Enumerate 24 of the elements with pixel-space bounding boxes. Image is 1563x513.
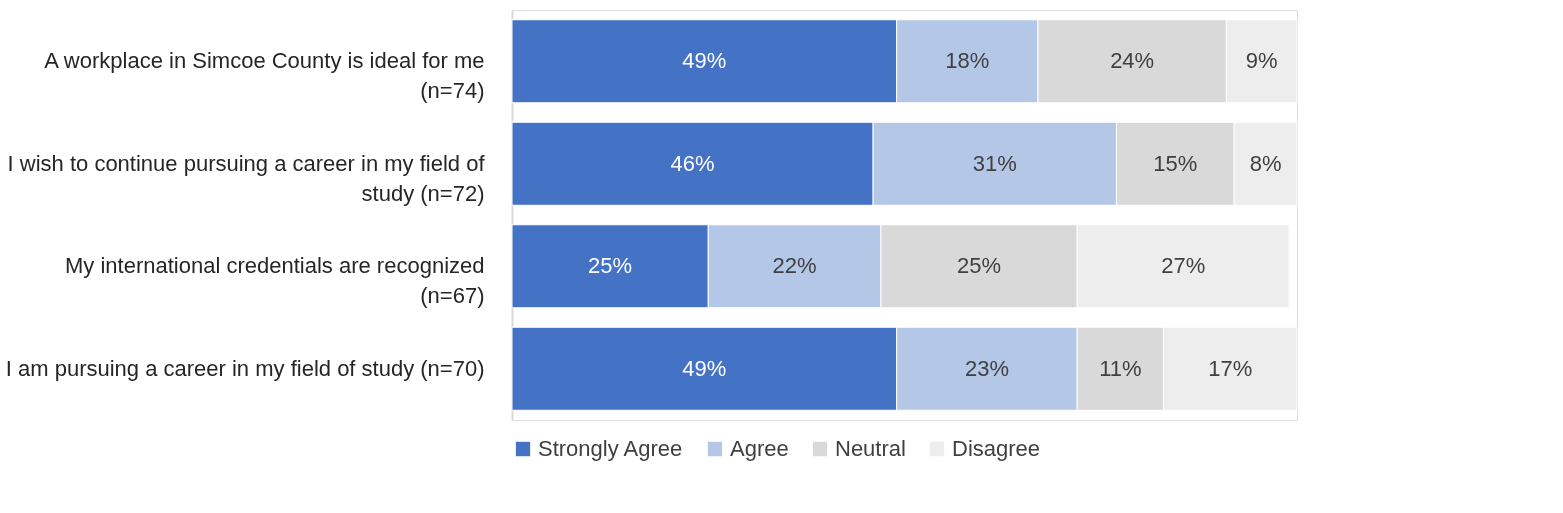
data-label: 49%: [682, 48, 727, 74]
y-tick-label: My international credentials are recognized (n=67): [65, 253, 485, 309]
data-label: 17%: [1208, 355, 1253, 381]
data-label: 31%: [972, 150, 1017, 176]
data-label: 25%: [957, 253, 1002, 279]
data-label: 23%: [964, 355, 1009, 381]
y-tick-label: I wish to continue pursuing a career in my field of study (n=72): [7, 150, 486, 206]
y-tick-label: I am pursuing a career in my field of study (n=70): [5, 355, 485, 381]
data-label: 8%: [1249, 150, 1282, 176]
legend-label: Neutral: [835, 436, 906, 461]
data-label: 11%: [1099, 355, 1142, 381]
data-label: 18%: [945, 48, 990, 74]
data-label: 27%: [1161, 253, 1206, 279]
y-tick-label: A workplace in Simcoe County is ideal for me (n=74): [44, 48, 485, 104]
data-label: 25%: [588, 253, 633, 279]
data-label: 24%: [1110, 48, 1155, 74]
legend-label: Disagree: [952, 436, 1041, 461]
data-label: 46%: [670, 150, 715, 176]
data-label: 9%: [1245, 48, 1278, 74]
data-label: 49%: [682, 355, 727, 381]
data-label: 15%: [1153, 150, 1198, 176]
legend-label: Agree: [730, 436, 789, 461]
data-label: 22%: [772, 253, 817, 279]
legend-label: Strongly Agree: [538, 436, 683, 461]
